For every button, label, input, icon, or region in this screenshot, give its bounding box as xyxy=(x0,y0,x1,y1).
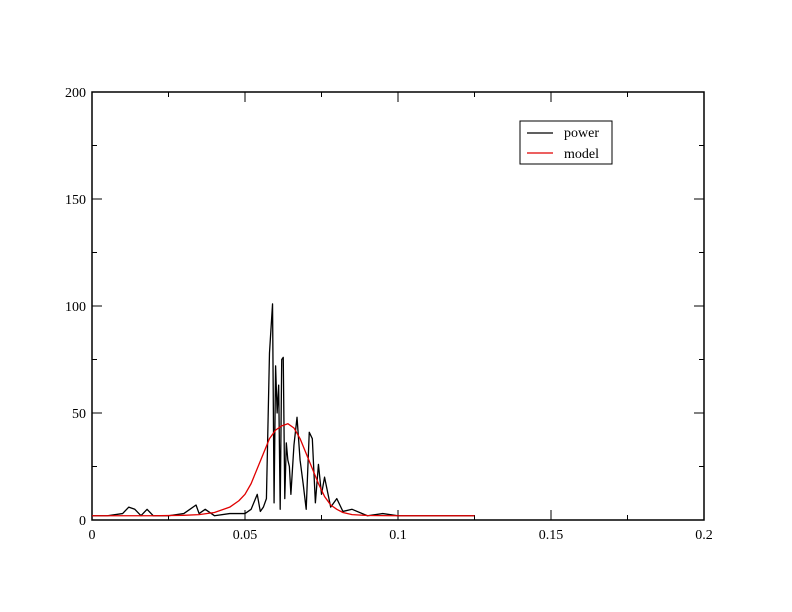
legend-box xyxy=(519,120,613,165)
y-tick-label: 200 xyxy=(65,86,86,101)
x-axis-ticks: 0 0.05 0.1 0.15 0.2 xyxy=(89,92,713,543)
series-layer xyxy=(92,303,475,517)
y-tick-label: 0 xyxy=(79,514,86,529)
x-tick-label: 0.2 xyxy=(695,528,713,543)
legend: power model xyxy=(519,120,613,165)
y-tick-label: 100 xyxy=(65,300,86,315)
series-line-model xyxy=(92,423,475,517)
x-tick-label: 0.15 xyxy=(539,528,564,543)
y-tick-label: 50 xyxy=(72,407,86,422)
x-tick-label: 0.05 xyxy=(233,528,258,543)
x-tick-label: 0 xyxy=(89,528,96,543)
x-tick-label: 0.1 xyxy=(389,528,407,543)
legend-label-model: model xyxy=(564,147,599,162)
y-tick-label: 150 xyxy=(65,193,86,208)
y-axis-ticks: 0 50 100 150 200 xyxy=(65,86,704,529)
legend-label-power: power xyxy=(564,126,599,141)
series-line-power xyxy=(92,303,475,517)
